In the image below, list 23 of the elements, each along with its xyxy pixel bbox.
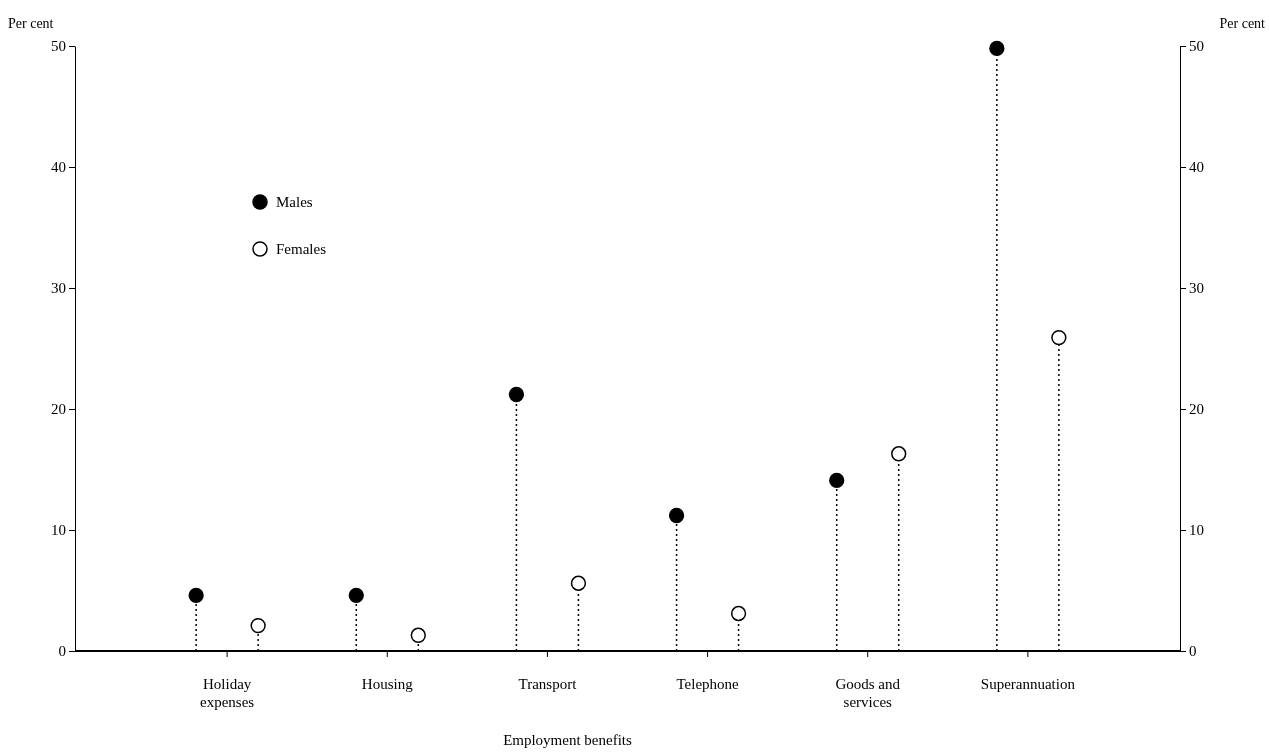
x-tick-label: Telephone	[676, 676, 740, 692]
x-tick-label: Superannuation	[980, 676, 1076, 692]
x-tick-label: Housing	[361, 676, 414, 692]
y2-tick-label: 0	[1189, 643, 1197, 660]
x-axis-title: Employment benefits	[503, 732, 633, 748]
x-tick-label: Transport	[518, 676, 578, 692]
y2-tick-label: 30	[1189, 280, 1204, 297]
x-tick-label: Goods and services	[835, 676, 901, 710]
y2-tick-label: 40	[1189, 159, 1204, 176]
y2-axis-title: Per cent	[1219, 16, 1266, 31]
x-tick-label: Holiday expenses	[200, 676, 255, 710]
y-tick-label: 50	[51, 38, 66, 55]
y2-tick-label: 50	[1189, 38, 1204, 55]
y2-tick-label: 10	[1189, 522, 1204, 539]
y-tick-label: 20	[51, 401, 66, 418]
y-tick-label: 0	[58, 643, 66, 660]
y-tick-label: 40	[51, 159, 66, 176]
y-axis-title: Per cent	[8, 16, 54, 31]
y-tick-label: 30	[51, 280, 66, 297]
y2-tick-label: 20	[1189, 401, 1204, 418]
y-tick-label: 10	[51, 522, 66, 539]
legend-label: Females	[276, 241, 327, 257]
legend-label: Males	[276, 194, 313, 210]
